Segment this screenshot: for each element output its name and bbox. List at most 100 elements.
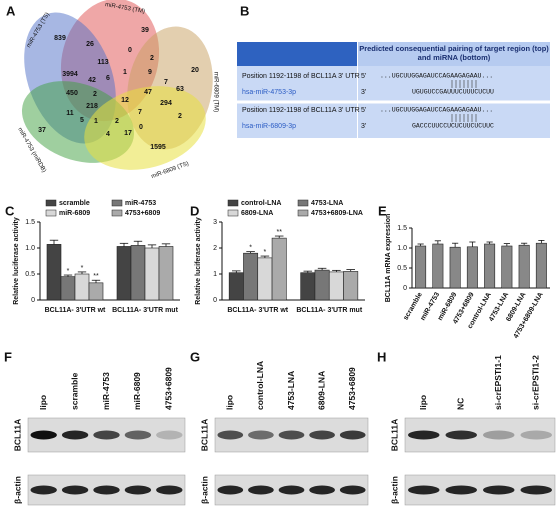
legend-label: 4753-LNA	[311, 200, 343, 207]
panel-letter: D	[190, 203, 199, 218]
lane-label: scramble	[69, 372, 79, 410]
venn-count: 113	[97, 59, 108, 66]
legend-label: 4753+6809	[125, 210, 160, 217]
band	[520, 485, 552, 495]
table-header: Predicted consequential pairing of targe…	[359, 44, 549, 62]
venn-count: 5	[80, 117, 84, 124]
mirna-name: hsa-miR-6809-3p	[242, 123, 296, 130]
end-label: 5'	[361, 107, 366, 114]
set-label: miR-6809 (TM)	[212, 72, 218, 112]
venn-count: 839	[54, 35, 66, 42]
y-tick-label: 2	[213, 245, 217, 252]
band	[93, 430, 120, 440]
panel-letter: H	[377, 349, 386, 364]
bar	[432, 243, 444, 289]
y-tick-label: 1.5	[25, 219, 35, 226]
x-category-label: BCL11A- 3'UTR mut	[296, 307, 363, 314]
venn-count: 17	[124, 130, 132, 137]
venn-count: 12	[121, 97, 129, 104]
end-label: 3'	[361, 123, 366, 130]
venn-set	[84, 86, 206, 170]
bar	[271, 237, 287, 301]
y-tick-label: 0.5	[25, 271, 35, 278]
band	[408, 485, 440, 495]
legend-swatch	[227, 199, 239, 207]
y-tick-label: 0	[31, 297, 35, 304]
lane-label: lipo	[225, 395, 235, 410]
band	[217, 485, 244, 495]
band	[61, 485, 89, 495]
bar	[116, 246, 132, 301]
lane-label: si-crEPSTI1-2	[531, 355, 541, 410]
y-axis-label: Relative luciferase activity	[195, 217, 202, 305]
venn-count: 2	[93, 91, 97, 98]
y-tick-label: 1.0	[397, 245, 407, 252]
legend-label: miR-6809	[59, 210, 90, 217]
bar	[343, 271, 359, 301]
band	[445, 485, 477, 495]
bar	[484, 243, 496, 289]
mirna-name: hsa-miR-4753-3p	[242, 89, 296, 96]
y-tick-label: 0	[403, 285, 407, 292]
venn-count: 39	[141, 27, 149, 34]
significance: **	[93, 273, 99, 280]
bar	[518, 244, 530, 289]
band	[483, 485, 515, 495]
bar	[328, 271, 344, 301]
band	[156, 430, 183, 440]
x-category-label: BCL11A- 3'UTR wt	[45, 307, 106, 314]
band	[445, 430, 477, 440]
band	[278, 430, 305, 440]
venn-count: 7	[138, 109, 142, 116]
legend-label: scramble	[59, 200, 90, 207]
significance: *	[67, 268, 70, 275]
position-label: Position 1192-1198 of BCL11A 3' UTR	[242, 73, 360, 80]
bar	[415, 245, 427, 289]
venn-count: 2	[178, 113, 182, 120]
bar	[60, 276, 76, 301]
lane-label: 4753+6809	[347, 367, 357, 410]
venn-count: 0	[139, 124, 143, 131]
venn-count: 20	[191, 67, 199, 74]
header-cell	[237, 42, 357, 66]
lane-label: miR-4753	[101, 372, 111, 410]
lane-label: lipo	[38, 395, 48, 410]
lane-label: si-crEPSTI1-1	[493, 355, 503, 410]
bar	[466, 246, 478, 289]
band	[30, 485, 57, 495]
venn-count: 6	[106, 75, 110, 82]
panel-letter: B	[240, 3, 249, 18]
venn-count: 11	[66, 110, 74, 117]
venn-count: 47	[144, 89, 152, 96]
venn-count: 42	[88, 77, 96, 84]
band	[124, 430, 152, 440]
legend-swatch	[227, 209, 239, 217]
band	[124, 485, 152, 495]
panel-letter: A	[6, 3, 16, 18]
legend-swatch	[297, 209, 309, 217]
legend-swatch	[111, 209, 123, 217]
band	[483, 430, 515, 440]
legend-swatch	[45, 209, 57, 217]
bar	[314, 269, 330, 301]
bar	[88, 282, 104, 301]
pairing-table: Predicted consequential pairing of targe…	[237, 42, 550, 138]
lane-label: 4753+6809	[164, 367, 174, 410]
x-category-label: BCL11A- 3'UTR wt	[227, 307, 288, 314]
legend-swatch	[45, 199, 57, 207]
legend-label: 4753+6809-LNA	[311, 210, 363, 217]
row-label: BCL11A	[199, 419, 209, 452]
end-label: 3'	[361, 89, 366, 96]
y-tick-label: 1.0	[25, 245, 35, 252]
y-tick-label: 1.5	[397, 225, 407, 232]
band	[156, 485, 183, 495]
bar	[449, 246, 461, 289]
bar	[501, 245, 513, 289]
mirna-seq: GACCCUUCCUCUCUUCUCUUC	[412, 123, 494, 130]
y-tick-label: 3	[213, 219, 217, 226]
venn-count: 1595	[150, 144, 166, 151]
venn-count: 1	[94, 118, 98, 125]
band	[30, 430, 57, 440]
venn-count: 63	[176, 86, 184, 93]
